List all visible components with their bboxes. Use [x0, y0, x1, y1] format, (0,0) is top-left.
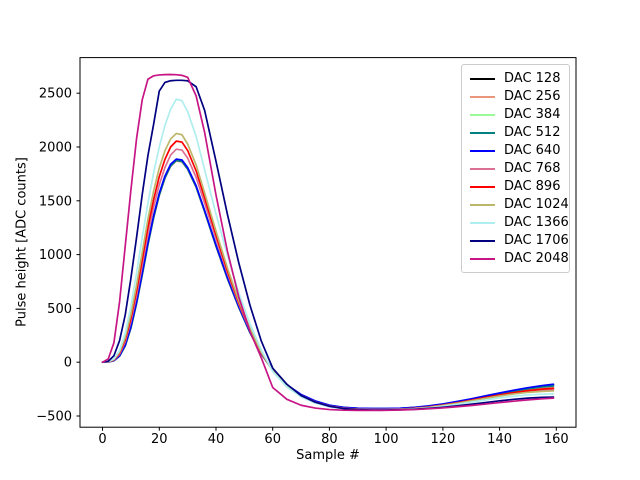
curve-dac-1024 [101, 132, 555, 411]
legend-label: DAC 512 [504, 125, 561, 140]
x-tick-label: 100 [374, 432, 399, 447]
legend-item: DAC 2048 [470, 250, 569, 267]
legend-item: DAC 256 [470, 88, 562, 105]
legend-swatch [470, 131, 495, 134]
legend-label: DAC 128 [504, 71, 561, 86]
legend-item: DAC 1706 [470, 232, 569, 249]
legend: DAC 128 DAC 256 DAC 384 DAC 512 DAC 640 DAC 7… [461, 64, 570, 273]
legend-item: DAC 896 [470, 178, 562, 195]
legend-item: DAC 640 [470, 142, 562, 159]
legend-item: DAC 128 [470, 70, 562, 87]
legend-swatch [470, 95, 495, 98]
y-tick-label: 1500 [39, 194, 72, 209]
legend-label: DAC 1706 [504, 233, 569, 248]
y-tick-label: 0 [64, 356, 72, 371]
curve-dac-2048 [101, 73, 555, 412]
legend-label: DAC 384 [504, 107, 561, 122]
legend-item: DAC 512 [470, 124, 562, 141]
x-tick-label: 0 [98, 432, 106, 447]
y-tick-label: 500 [47, 302, 72, 317]
y-tick-label: −500 [36, 410, 72, 425]
legend-swatch [470, 257, 495, 260]
axes-frame [79, 57, 577, 428]
legend-label: DAC 640 [504, 143, 561, 158]
legend-item: DAC 1024 [470, 196, 569, 213]
legend-swatch [470, 77, 495, 80]
legend-swatch [470, 149, 495, 152]
legend-swatch [470, 113, 495, 116]
legend-item: DAC 1366 [470, 214, 569, 231]
x-tick-label: 80 [321, 432, 338, 447]
legend-swatch [470, 239, 495, 242]
legend-swatch [470, 185, 495, 188]
legend-label: DAC 896 [504, 179, 561, 194]
legend-label: DAC 768 [504, 161, 561, 176]
legend-label: DAC 256 [504, 89, 561, 104]
curve-dac-1366 [101, 98, 555, 411]
x-tick-label: 20 [151, 432, 168, 447]
legend-item: DAC 768 [470, 160, 562, 177]
legend-swatch [470, 203, 495, 206]
legend-swatch [470, 167, 495, 170]
x-axis-label: Sample # [296, 448, 360, 463]
legend-label: DAC 1366 [504, 215, 569, 230]
legend-item: DAC 384 [470, 106, 562, 123]
legend-swatch [470, 221, 495, 224]
x-tick-label: 40 [208, 432, 225, 447]
x-tick-label: 160 [544, 432, 569, 447]
x-tick-label: 60 [264, 432, 281, 447]
x-tick-label: 140 [487, 432, 512, 447]
y-tick-label: 2000 [39, 141, 72, 156]
legend-label: DAC 2048 [504, 251, 569, 266]
x-tick-label: 120 [430, 432, 455, 447]
y-tick-label: 1000 [39, 248, 72, 263]
y-tick-label: 2500 [39, 87, 72, 102]
y-axis-label: Pulse height [ADC counts] [14, 157, 30, 327]
legend-label: DAC 1024 [504, 197, 569, 212]
